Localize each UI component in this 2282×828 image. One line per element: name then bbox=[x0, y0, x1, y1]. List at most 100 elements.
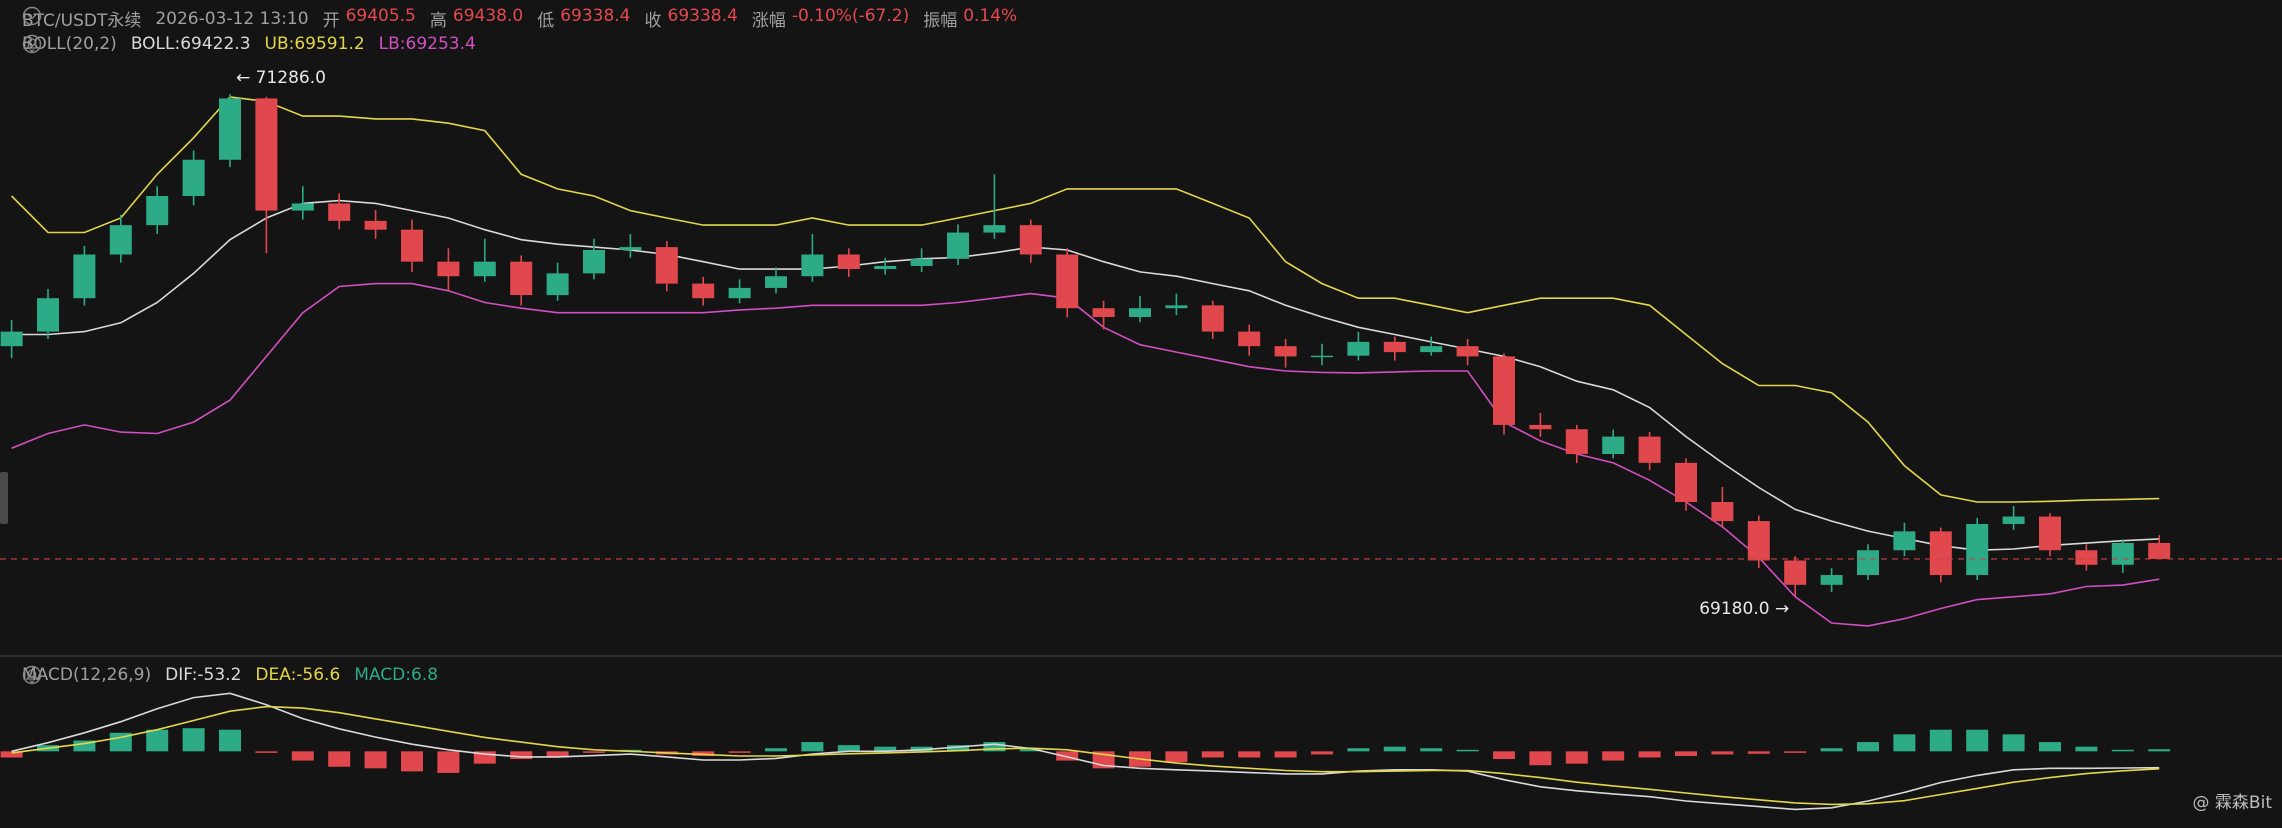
bell-icon[interactable] bbox=[22, 34, 42, 54]
macd-bar bbox=[255, 751, 278, 753]
header-row: BTC/USDT永续 2026-03-12 13:10 开 69405.5 高 694… bbox=[22, 6, 1017, 31]
macd-bar bbox=[1019, 748, 1042, 752]
boll-legend: BOLL(20,2) BOLL:69422.3 UB:69591.2 LB:6925… bbox=[22, 34, 476, 54]
candle-body bbox=[801, 254, 824, 277]
legend-entry: UB:69591.2 bbox=[264, 34, 365, 54]
candle-body bbox=[1784, 560, 1807, 585]
candle-body bbox=[1201, 305, 1224, 332]
macd-bar bbox=[1056, 751, 1079, 761]
candle-body bbox=[328, 203, 351, 221]
candle-body bbox=[1820, 575, 1843, 585]
macd-bar bbox=[364, 751, 387, 769]
collapse-icon[interactable] bbox=[22, 665, 42, 685]
candle-body bbox=[182, 159, 205, 197]
candle-body bbox=[1747, 521, 1770, 561]
legend-entry: BOLL:69422.3 bbox=[130, 34, 251, 54]
macd-bar bbox=[1493, 751, 1515, 760]
macd-bar bbox=[1893, 734, 1916, 752]
indicator: BOLL(20,2) bbox=[22, 34, 117, 54]
candle-body bbox=[546, 273, 569, 296]
candle-body bbox=[583, 249, 605, 274]
macd-bar bbox=[1747, 751, 1770, 754]
macd-bar bbox=[583, 751, 605, 753]
candle-body bbox=[2039, 516, 2061, 551]
macd-bar bbox=[182, 728, 205, 752]
field-label: 振幅 bbox=[923, 11, 958, 31]
candle-body bbox=[73, 254, 96, 299]
field-label: 涨幅 bbox=[751, 11, 786, 31]
candle-body bbox=[401, 229, 423, 262]
candle-body bbox=[2111, 542, 2134, 565]
collapse-icon[interactable] bbox=[22, 34, 42, 54]
candle-body bbox=[1675, 462, 1697, 503]
candle-body bbox=[1347, 341, 1370, 356]
macd-legend: MACD(12,26,9) DIF:-53.2 DEA:-56.6 MACD:6.8 bbox=[22, 665, 438, 685]
field-value: -0.10%(-67.2) bbox=[791, 6, 910, 26]
candle-body bbox=[1638, 436, 1661, 463]
macd-bar bbox=[1311, 751, 1333, 755]
candle-body bbox=[1493, 356, 1515, 425]
macd-bar bbox=[437, 751, 460, 773]
field-value: 69338.4 bbox=[560, 6, 631, 26]
macd-bar bbox=[1857, 742, 1879, 752]
candle-body bbox=[510, 261, 533, 296]
candle-body bbox=[146, 196, 169, 226]
candle-body bbox=[109, 225, 132, 255]
candle-body bbox=[364, 220, 387, 230]
legend-entry: LB:69253.4 bbox=[378, 34, 476, 54]
macd-bar bbox=[765, 748, 787, 752]
legend-entry: DEA:-56.6 bbox=[255, 665, 341, 685]
macd-bar bbox=[1201, 751, 1224, 758]
indicator-label: BOLL(20,2) bbox=[22, 34, 117, 54]
macd-bar bbox=[546, 751, 569, 758]
header-field: 开 69405.5 bbox=[323, 6, 416, 31]
candle-body bbox=[437, 261, 460, 277]
macd-bar bbox=[2002, 734, 2025, 752]
side-tab[interactable] bbox=[0, 472, 8, 524]
field-value: 69405.5 bbox=[345, 6, 416, 26]
macd-bar bbox=[510, 751, 533, 760]
macd-bar bbox=[2039, 742, 2061, 752]
candle-body bbox=[619, 247, 642, 250]
candle-body bbox=[1238, 331, 1261, 347]
header-field: 高 69438.0 bbox=[430, 6, 523, 31]
macd-bar bbox=[0, 751, 23, 758]
boll-line bbox=[11, 282, 2160, 627]
macd-bar bbox=[1347, 748, 1370, 752]
macd-bar bbox=[109, 732, 132, 752]
macd-bar bbox=[1820, 748, 1843, 752]
bell-icon[interactable] bbox=[22, 665, 42, 685]
candle-body bbox=[1019, 225, 1042, 255]
candle-body bbox=[1529, 424, 1552, 430]
candle-body bbox=[473, 261, 496, 277]
candle-body bbox=[1857, 550, 1879, 576]
legend-entry: MACD:6.8 bbox=[354, 665, 439, 685]
candle-body bbox=[1274, 346, 1297, 357]
macd-bar bbox=[2075, 746, 2098, 752]
candle-body bbox=[1456, 346, 1479, 357]
macd-bar bbox=[1784, 751, 1807, 753]
macd-bar bbox=[291, 751, 314, 761]
macd-bar bbox=[1711, 751, 1734, 755]
field-label: 收 bbox=[644, 11, 662, 31]
candle-body bbox=[837, 254, 860, 270]
field-label: 开 bbox=[322, 11, 340, 31]
candle-body bbox=[37, 298, 59, 332]
candle-body bbox=[765, 276, 787, 288]
header-field: 低 69338.4 bbox=[537, 6, 630, 31]
macd-bar bbox=[874, 746, 897, 752]
candle-body bbox=[874, 265, 897, 270]
candle-body bbox=[0, 331, 23, 347]
candle-body bbox=[1565, 429, 1588, 455]
collapse-icon[interactable] bbox=[22, 6, 42, 26]
macd-bar bbox=[401, 751, 423, 772]
macd-bar bbox=[1638, 751, 1661, 758]
indicator-label: MACD(12,26,9) bbox=[22, 665, 152, 685]
candle-body bbox=[1929, 531, 1952, 576]
candle-body bbox=[2075, 550, 2098, 565]
macd-bar bbox=[1675, 751, 1697, 756]
candle-body bbox=[655, 247, 678, 284]
